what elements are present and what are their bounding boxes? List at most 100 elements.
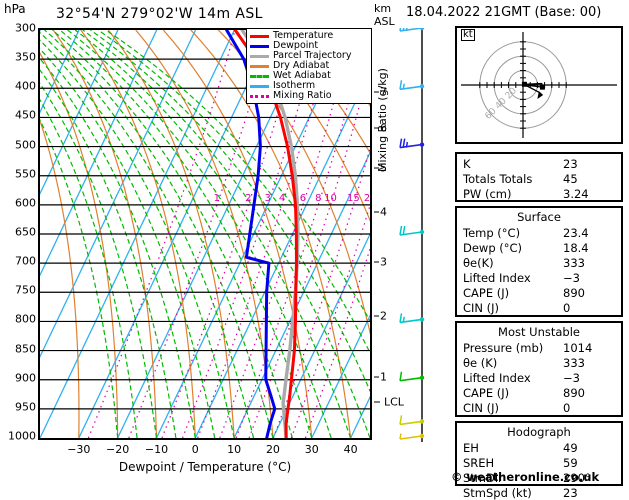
panel-row: CAPE (J)890 (457, 385, 621, 400)
temperature-tick-label: −20 (106, 443, 129, 456)
panel-title: Surface (457, 210, 621, 225)
hodograph-unit-label: kt (461, 29, 475, 41)
panel-row: CIN (J)0 (457, 400, 621, 415)
panel-row-key: Totals Totals (457, 172, 563, 186)
wind-barb (400, 139, 424, 148)
panel-row-key: CIN (J) (457, 401, 563, 415)
copyright-notice: © weatheronline.co.uk (451, 470, 599, 484)
legend-swatch (250, 95, 269, 98)
panel-row-key: K (457, 157, 563, 171)
pressure-tick-label: 700 (2, 255, 36, 268)
model-run-title: 18.04.2022 21GMT (Base: 00) (406, 5, 601, 20)
panel-row-key: Pressure (mb) (457, 341, 563, 355)
panel-row-value: −3 (563, 271, 580, 285)
panel-row-key: θe(K) (457, 256, 563, 270)
panel-row-value: 333 (563, 256, 585, 270)
legend-item: Mixing Ratio (250, 91, 368, 101)
panel-row-value: 59 (563, 456, 578, 470)
pressure-tick-label: 800 (2, 313, 36, 326)
pressure-tick-label: 550 (2, 167, 36, 180)
panel-row-value: 23 (563, 157, 578, 171)
temperature-tick-label: 40 (344, 443, 358, 456)
temperature-tick-label: 20 (266, 443, 280, 456)
height-unit-label: km (374, 2, 391, 15)
height-tick-label: 2 (380, 310, 387, 323)
panel-row-key: Temp (°C) (457, 226, 563, 240)
legend-swatch (250, 55, 269, 58)
pressure-unit-label: hPa (4, 2, 26, 16)
panel-row-key: PW (cm) (457, 187, 563, 201)
wind-barb (400, 434, 424, 440)
panel-row-value: 0 (563, 301, 570, 315)
mixing-ratio-label: 2 (245, 193, 251, 204)
lcl-tick-mark (374, 401, 380, 402)
wind-barb-canvas (396, 28, 448, 458)
temperature-tick-label: −30 (67, 443, 90, 456)
panel-title: Hodograph (457, 425, 621, 440)
mixing-ratio-axis-title: Mixing Ratio (g/kg) (376, 22, 389, 172)
height-tick-label: 3 (380, 255, 387, 268)
mixing-ratio-label: 8 (315, 193, 321, 204)
legend-swatch (250, 85, 269, 88)
panel-row-key: Dewp (°C) (457, 241, 563, 255)
wind-barb-column (396, 28, 448, 458)
height-tick-mark (374, 212, 379, 213)
panel-row-value: 3.24 (563, 187, 589, 201)
pressure-tick-label: 950 (2, 400, 36, 413)
x-axis-title: Dewpoint / Temperature (°C) (38, 460, 372, 474)
isobar-lines (40, 59, 370, 409)
temperature-tick-label: 10 (227, 443, 241, 456)
mixing-ratio-label: 20 (364, 193, 370, 204)
wind-barb (400, 372, 424, 381)
legend-swatch (250, 75, 269, 78)
pressure-tick-label: 650 (2, 226, 36, 239)
panel-row: θe(K)333 (457, 255, 621, 270)
pressure-tick-label: 600 (2, 196, 36, 209)
panel-row-key: Lifted Index (457, 371, 563, 385)
pressure-tick-label: 400 (2, 80, 36, 93)
pressure-tick-label: 750 (2, 284, 36, 297)
pressure-tick-label: 900 (2, 371, 36, 384)
panel-row: CIN (J)0 (457, 300, 621, 315)
wind-barb (400, 80, 424, 89)
panel-row-key: CAPE (J) (457, 386, 563, 400)
legend-swatch (250, 45, 269, 48)
legend-swatch (250, 65, 269, 68)
height-tick-label: 1 (380, 370, 387, 383)
mixing-ratio-label: 10 (324, 193, 337, 204)
panel-row-key: Lifted Index (457, 271, 563, 285)
panel-row-value: 1014 (563, 341, 592, 355)
panel-title: Most Unstable (457, 325, 621, 340)
pressure-tick-label: 350 (2, 51, 36, 64)
panel-row: Temp (°C)23.4 (457, 225, 621, 240)
panel-row-key: CAPE (J) (457, 286, 563, 300)
panel-row-key: θe (K) (457, 356, 563, 370)
pressure-tick-label: 300 (2, 22, 36, 35)
panel-row: StmSpd (kt)23 (457, 485, 621, 500)
mixing-ratio-label: 4 (279, 193, 285, 204)
panel-row: Lifted Index−3 (457, 370, 621, 385)
pressure-tick-label: 500 (2, 138, 36, 151)
panel-row-value: −3 (563, 371, 580, 385)
height-tick-mark (374, 261, 379, 262)
pressure-tick-label: 850 (2, 342, 36, 355)
panel-row-value: 23.4 (563, 226, 589, 240)
panel-row-key: EH (457, 441, 563, 455)
mixing-ratio-label: 6 (300, 193, 306, 204)
panel-row-value: 0 (563, 401, 570, 415)
panel-row: Pressure (mb)1014 (457, 340, 621, 355)
wind-barb (400, 313, 424, 322)
panel-row: Lifted Index−3 (457, 270, 621, 285)
panel-row-value: 890 (563, 386, 585, 400)
panel-row-key: SREH (457, 456, 563, 470)
